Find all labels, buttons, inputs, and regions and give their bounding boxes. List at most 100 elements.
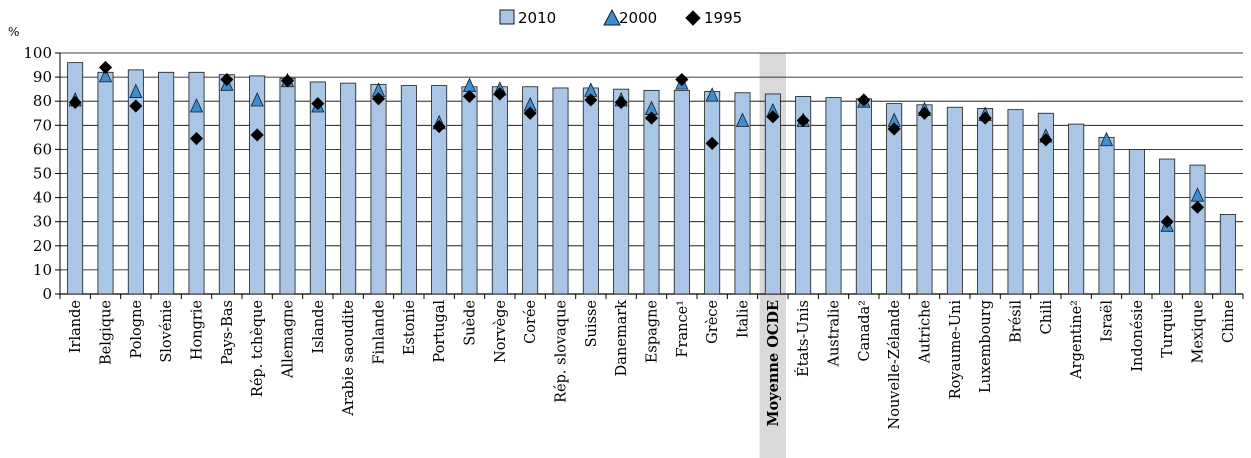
bar-2010-16 (552, 87, 569, 295)
bar-2010-0 (67, 62, 84, 295)
category-label-22: Italie (736, 300, 752, 338)
y-tick-label-10: 10 (33, 261, 52, 279)
point-2000-2 (129, 83, 143, 98)
y-tick-label-0: 0 (42, 285, 52, 303)
point-1995-30 (978, 111, 992, 125)
bar-2010-34 (1098, 136, 1115, 295)
category-label-11: Estonie (402, 300, 418, 355)
point-2000-21 (705, 87, 719, 102)
point-1995-4 (189, 131, 204, 146)
category-label-32: Chili (1039, 300, 1055, 335)
point-1995-5 (220, 72, 234, 87)
y-tick-label-80: 80 (33, 92, 52, 110)
point-2000-22 (735, 112, 750, 127)
point-1995-20 (675, 72, 689, 87)
category-label-18: Danemark (614, 300, 630, 377)
category-label-24: États-Unis (794, 300, 812, 377)
point-1995-27 (887, 122, 901, 136)
category-label-12: Portugal (432, 300, 448, 363)
point-1995-12 (432, 119, 446, 134)
bar-2010-22 (734, 92, 751, 295)
bar-2010-2 (127, 69, 144, 295)
category-label-14: Norvège (493, 300, 509, 363)
bar-2010-32 (1037, 112, 1054, 295)
bar-2010-23 (764, 93, 781, 295)
point-1995-24 (796, 113, 810, 128)
point-1995-36 (1160, 215, 1174, 229)
category-label-13: Suède (463, 300, 479, 346)
category-label-16: Rép. slovaque (554, 300, 570, 403)
category-label-4: Hongrie (190, 300, 206, 360)
point-1995-28 (917, 106, 932, 120)
category-label-31: Brésil (1009, 300, 1025, 343)
bar-2010-7 (279, 77, 296, 295)
category-label-15: Corée (523, 300, 539, 344)
point-1995-32 (1039, 133, 1053, 147)
bar-2010-12 (431, 85, 448, 295)
y-tick-label-100: 100 (23, 44, 52, 62)
category-label-2: Pologne (129, 300, 145, 358)
category-label-36: Turquie (1160, 300, 1176, 358)
category-label-26: Canada² (857, 300, 873, 361)
point-1995-10 (371, 92, 386, 106)
y-tick-label-30: 30 (33, 213, 52, 231)
category-label-30: Luxembourg (978, 300, 994, 393)
category-label-27: Nouvelle-Zélande (887, 300, 903, 429)
bar-2010-11 (400, 85, 417, 295)
bar-2010-37 (1189, 164, 1206, 295)
y-tick-label-70: 70 (33, 116, 52, 134)
plot-area: 0 10 20 30 40 50 60 70 80 90 100 Irlande Belgique Pol… (23, 44, 1244, 458)
category-label-29: Royaume-Uni (948, 300, 964, 400)
category-label-7: Allemagne (281, 300, 297, 379)
bar-2010-28 (916, 104, 933, 295)
category-label-17: Suisse (584, 300, 600, 347)
category-label-28: Autriche (918, 300, 934, 364)
bar-2010-24 (795, 95, 812, 295)
category-label-8: Islande (311, 300, 327, 354)
bar-2010-38 (1219, 214, 1236, 295)
category-label-37: Mexique (1191, 300, 1207, 363)
category-label-9: Arabie saoudite (341, 300, 357, 417)
bar-2010-26 (855, 98, 872, 295)
bar-2010-14 (491, 86, 508, 295)
point-2000-1 (98, 67, 113, 83)
bar-2010-29 (946, 106, 963, 295)
point-1995-19 (644, 111, 659, 125)
bar-2010-9 (340, 82, 357, 295)
y-tick-label-40: 40 (33, 189, 52, 207)
point-2000-6 (250, 92, 264, 107)
bar-2010-13 (461, 86, 478, 295)
bar-2010-10 (370, 83, 387, 295)
bar-2010-33 (1068, 123, 1085, 295)
legend-triangle-swatch (603, 8, 621, 26)
point-1995-8 (311, 97, 325, 111)
category-label-38: Chine (1221, 300, 1237, 343)
bar-2010-25 (825, 97, 842, 295)
legend-diamond-swatch (685, 10, 701, 26)
category-label-25: Australie (827, 300, 843, 368)
category-label-19: Espagne (645, 300, 661, 363)
category-label-6: Rép. tchèque (250, 300, 266, 397)
bar-2010-27 (886, 103, 903, 295)
y-tick-label-60: 60 (33, 140, 52, 158)
point-1995-15 (523, 106, 537, 120)
category-label-34: Israël (1100, 300, 1116, 342)
category-label-5: Pays-Bas (220, 300, 236, 365)
legend-bar-swatch (499, 9, 515, 25)
point-1995-14 (493, 87, 507, 101)
point-2000-13 (462, 77, 477, 92)
point-1995-18 (614, 95, 628, 109)
category-label-35: Indonésie (1130, 300, 1146, 372)
legend-label-2010: 2010 (518, 9, 556, 27)
bar-2010-21 (704, 91, 721, 295)
bar-2010-30 (977, 108, 994, 295)
point-2000-4 (189, 98, 204, 113)
bar-2010-18 (613, 88, 630, 295)
point-1995-0 (68, 95, 82, 109)
point-1995-2 (129, 99, 143, 113)
legend-label-1995: 1995 (704, 9, 742, 27)
point-1995-26 (857, 93, 871, 107)
point-1995-21 (705, 136, 719, 150)
bar-2010-15 (522, 86, 539, 295)
